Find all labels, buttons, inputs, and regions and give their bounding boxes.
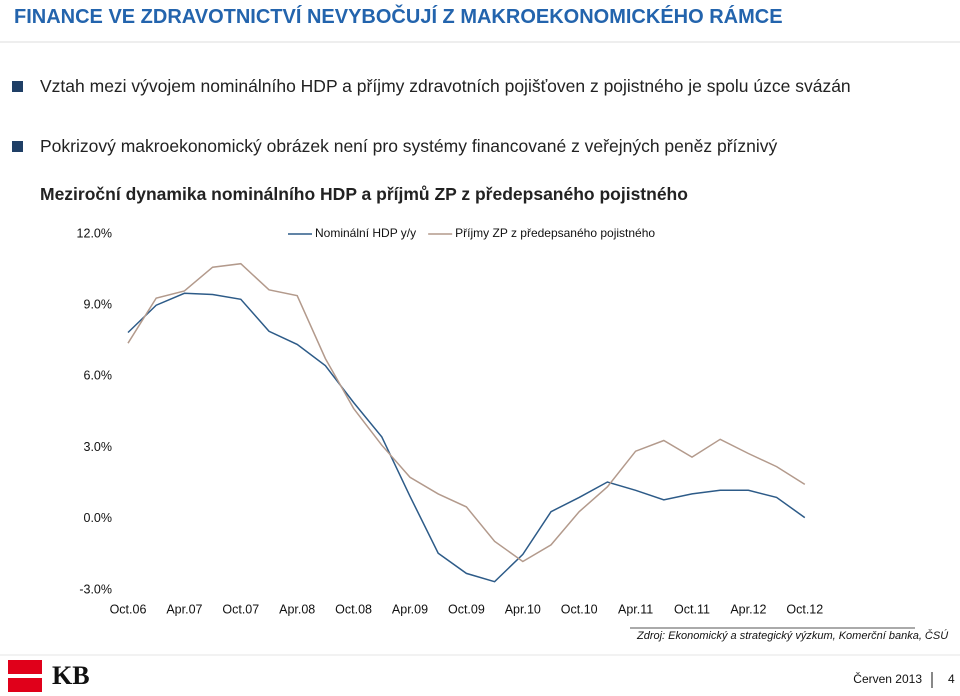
x-tick-label: Oct.07 bbox=[222, 602, 259, 616]
y-tick-label: 12.0% bbox=[77, 226, 112, 240]
bullet-text: Vztah mezi vývojem nominálního HDP a pří… bbox=[40, 76, 851, 96]
chart-title: Meziroční dynamika nominálního HDP a pří… bbox=[40, 184, 688, 204]
series-line bbox=[127, 262, 806, 563]
y-tick-label: 3.0% bbox=[84, 440, 113, 454]
x-tick-label: Oct.06 bbox=[110, 602, 147, 616]
logo-stripe bbox=[8, 674, 42, 678]
x-tick-label: Apr.08 bbox=[279, 602, 315, 616]
x-tick-label: Oct.11 bbox=[674, 602, 710, 616]
series-line bbox=[127, 292, 806, 583]
x-tick-label: Apr.07 bbox=[166, 602, 202, 616]
x-tick-label: Apr.12 bbox=[730, 602, 766, 616]
title: FINANCE VE ZDRAVOTNICTVÍ NEVYBOČUJÍ Z MA… bbox=[14, 6, 783, 28]
bullet: Vztah mezi vývojem nominálního HDP a pří… bbox=[12, 74, 945, 98]
x-tick-label: Apr.09 bbox=[392, 602, 428, 616]
source: Zdroj: Ekonomický a strategický výzkum, … bbox=[636, 629, 948, 642]
bullet-text: Pokrizový makroekonomický obrázek není p… bbox=[40, 136, 778, 156]
x-tick-label: Oct.08 bbox=[335, 602, 372, 616]
y-tick-label: 9.0% bbox=[84, 297, 113, 311]
x-tick-label: Apr.10 bbox=[505, 602, 541, 616]
x-tick-label: Oct.10 bbox=[561, 602, 598, 616]
x-tick-label: Oct.09 bbox=[448, 602, 485, 616]
logo-text: KB bbox=[52, 661, 90, 690]
footer-date: Červen 2013 bbox=[853, 671, 922, 686]
bullet: Pokrizový makroekonomický obrázek není p… bbox=[12, 134, 945, 158]
legend-label: Nominální HDP y/y bbox=[315, 226, 416, 240]
legend-label: Příjmy ZP z předepsaného pojistného bbox=[455, 226, 655, 240]
x-tick-label: Apr.11 bbox=[618, 602, 653, 616]
x-tick-label: Oct.12 bbox=[786, 602, 823, 616]
y-tick-label: 0.0% bbox=[84, 511, 113, 525]
y-tick-label: 6.0% bbox=[84, 369, 113, 383]
y-tick-label: -3.0% bbox=[79, 582, 112, 596]
page-number: 4 bbox=[948, 672, 955, 686]
